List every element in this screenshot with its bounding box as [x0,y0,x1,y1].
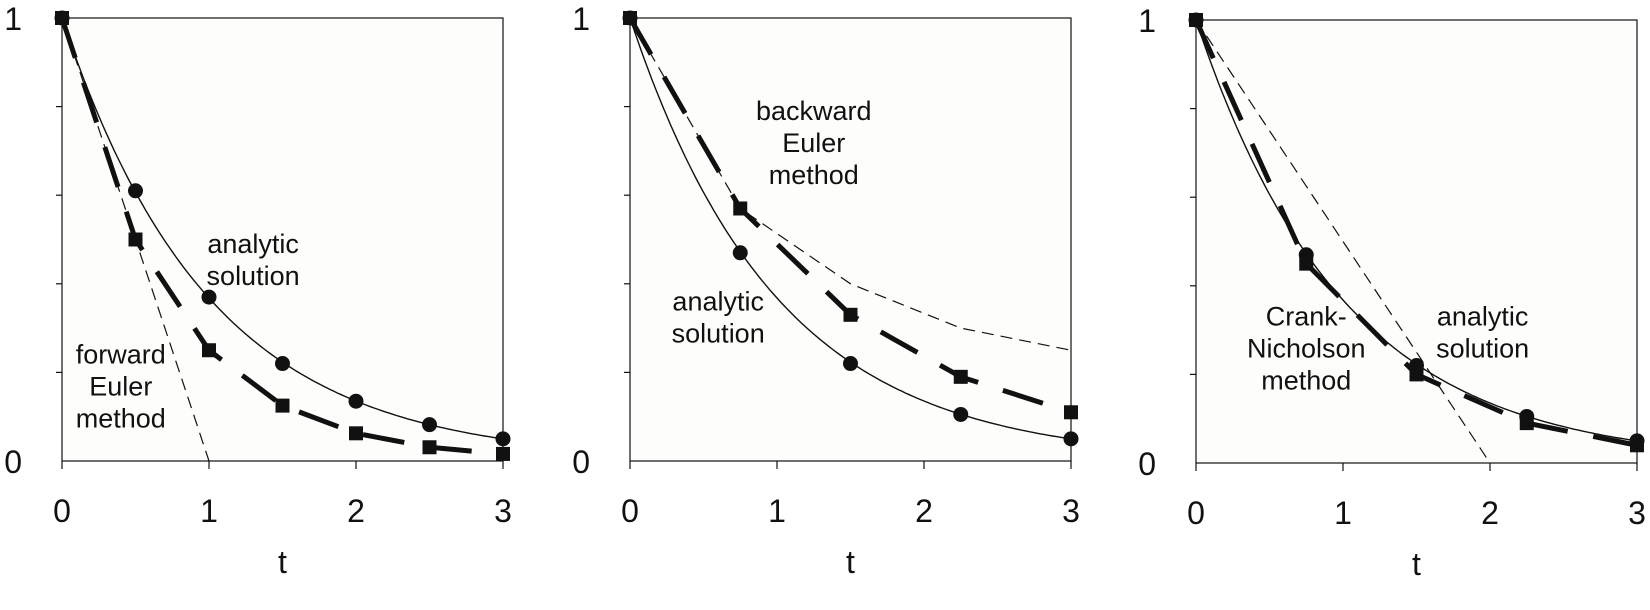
square-marker [1519,416,1534,431]
circle-marker [953,406,969,422]
y-tick-label: 0 [572,444,590,480]
reference-dashed-line [629,17,1072,351]
circle-marker [201,289,217,305]
annotation-label: Euler [89,372,152,402]
square-marker [496,446,510,461]
y-tick-label: 1 [572,1,590,37]
circle-marker [1063,431,1079,447]
annotation-label: Crank- [1266,302,1347,332]
annotation-label: method [769,160,859,190]
annotation-label: forward [76,340,166,370]
circle-marker [732,245,748,261]
x-tick-label: 3 [1628,495,1646,531]
x-tick-label: 1 [768,493,786,529]
x-axis-title: t [278,544,287,580]
square-marker [422,440,437,455]
y-tick-label: 0 [4,444,22,480]
reference-dashed-line [61,17,210,462]
circle-marker [348,393,364,409]
x-tick-label: 2 [915,493,933,529]
x-tick-label: 1 [1334,495,1352,531]
circle-marker [128,183,143,199]
annotation-label: analytic [207,229,299,259]
x-tick-label: 0 [53,493,71,529]
reference-dashed-line [1195,19,1491,464]
x-axis-title: t [1412,546,1421,582]
plot-area [629,17,1072,462]
annotation-label: solution [207,261,300,291]
square-marker [349,426,363,441]
circle-marker [495,431,511,447]
annotation-label: analytic [1437,302,1529,332]
x-tick-label: 0 [621,493,639,529]
x-tick-label: 3 [494,493,512,529]
square-marker [202,343,216,358]
annotation-label: method [1261,366,1351,396]
x-tick-label: 2 [1481,495,1499,531]
y-tick-label: 0 [1138,446,1156,482]
square-marker [1409,367,1424,382]
x-tick-label: 1 [200,493,218,529]
square-marker [843,307,858,322]
square-marker [1299,256,1314,271]
x-tick-label: 3 [1062,493,1080,529]
annotation-label: solution [1436,334,1529,364]
annotation-label: backward [756,96,872,126]
annotation-label: Nicholson [1247,334,1366,364]
x-tick-label: 0 [1187,495,1205,531]
x-tick-label: 2 [347,493,365,529]
annotation-label: method [76,404,166,434]
square-marker [275,398,290,413]
y-tick-label: 1 [1138,3,1156,39]
circle-marker [275,356,290,372]
circle-marker [422,417,437,433]
annotation-label: Euler [782,128,845,158]
y-tick-label: 1 [4,1,22,37]
square-marker [1064,405,1078,420]
circle-marker [843,356,858,372]
square-marker [1630,438,1644,453]
annotation-label: solution [672,318,765,348]
annotation-label: analytic [672,286,764,316]
square-marker [953,369,968,384]
x-axis-title: t [846,544,855,580]
plot-area [1195,19,1638,464]
